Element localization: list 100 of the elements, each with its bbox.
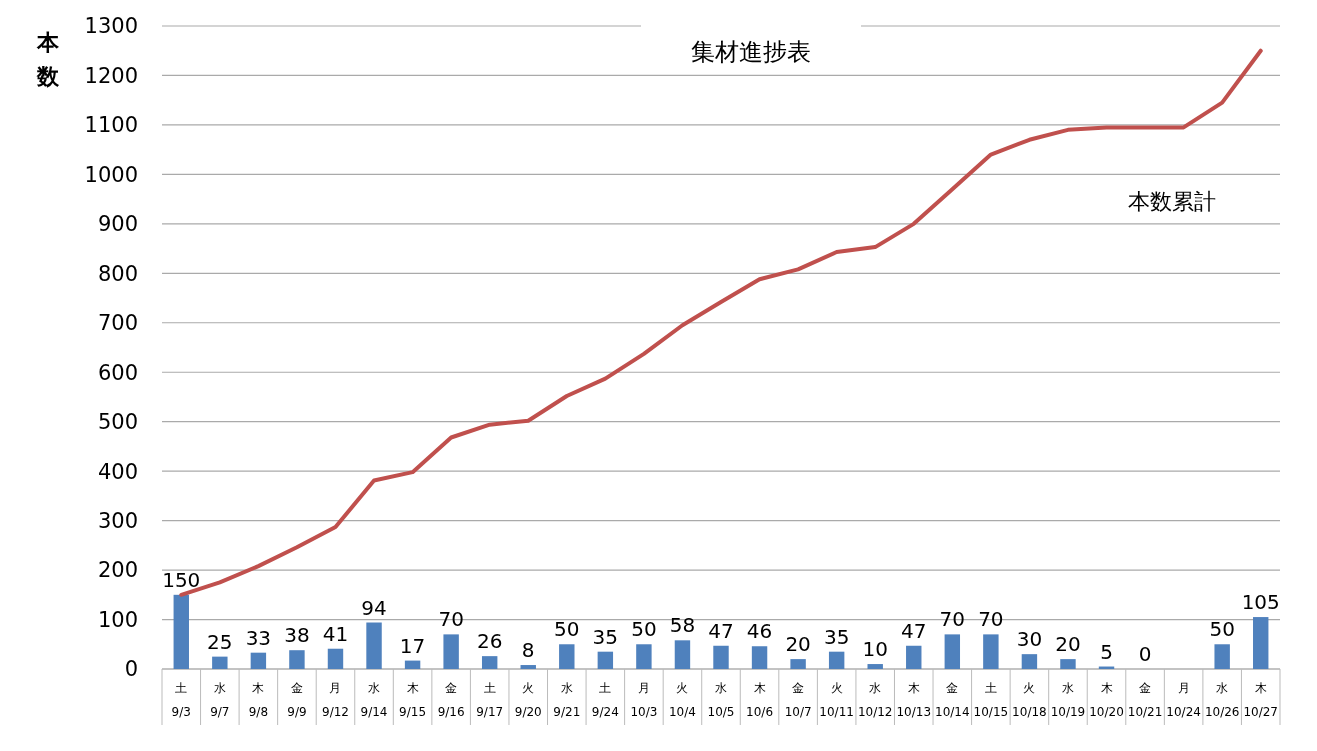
bar: [867, 664, 883, 669]
x-tick-label: 水 9/7: [210, 681, 230, 719]
data-label: 50: [554, 617, 580, 642]
bar: [289, 650, 305, 669]
x-tick-label: 水 10/19: [1050, 681, 1086, 719]
bar: [674, 640, 691, 669]
data-label: 41: [322, 621, 349, 646]
bar: [559, 644, 575, 669]
bar: [983, 634, 999, 669]
bar: [1214, 644, 1230, 669]
y-tick-label: 400: [97, 459, 138, 484]
x-tick-label: 火 10/18: [1012, 681, 1047, 719]
bar: [944, 634, 961, 669]
bar: [250, 652, 267, 669]
x-tick-label: 金 10/21: [1127, 681, 1163, 719]
y-tick-label: 500: [97, 410, 138, 435]
y-axis-title: 本数: [36, 30, 60, 89]
bar: [1021, 654, 1038, 669]
data-label: 70: [939, 607, 966, 632]
bar: [212, 656, 228, 669]
data-label: 46: [746, 619, 773, 644]
bar: [173, 594, 189, 669]
data-label: 26: [476, 629, 503, 654]
x-tick-label: 木 10/13: [896, 681, 932, 719]
data-label: 0: [1138, 642, 1152, 666]
bar: [751, 646, 768, 669]
x-tick-label: 水 9/21: [553, 681, 581, 719]
x-tick-label: 木 9/8: [248, 681, 269, 719]
bar: [636, 644, 652, 669]
x-tick-label: 金 10/7: [784, 681, 812, 719]
data-label: 70: [438, 607, 464, 632]
x-tick-label: 土 9/3: [171, 681, 191, 719]
data-label: 8: [521, 638, 535, 663]
y-tick-label: 900: [97, 212, 138, 237]
data-label: 38: [284, 623, 310, 648]
data-label: 35: [823, 624, 850, 649]
y-tick-label: 700: [97, 311, 138, 336]
x-tick-label: 水 10/5: [707, 681, 735, 719]
data-label: 20: [1055, 632, 1081, 657]
x-tick-label: 月 10/24: [1166, 681, 1201, 719]
bar: [906, 645, 922, 669]
data-label: 30: [1016, 627, 1043, 652]
x-tick-label: 火 10/11: [819, 681, 854, 719]
bar: [481, 656, 498, 669]
data-label: 94: [361, 595, 387, 620]
y-tick-label: 800: [97, 261, 138, 286]
bar: [713, 645, 729, 669]
data-label: 25: [207, 629, 233, 654]
x-tick-label: 水 10/26: [1204, 681, 1240, 719]
y-tick-label: 600: [97, 360, 138, 385]
bar: [366, 622, 382, 669]
x-tick-label: 火 9/20: [514, 681, 542, 719]
x-tick-label: 水 9/14: [360, 681, 388, 719]
x-tick-label: 土 10/15: [973, 681, 1009, 719]
x-tick-label: 水 10/12: [857, 681, 893, 719]
bar: [790, 659, 806, 669]
x-tick-label: 月 10/3: [630, 681, 658, 719]
y-tick-label: 300: [97, 508, 138, 533]
x-tick-label: 木 10/20: [1089, 681, 1124, 719]
bar: [1060, 659, 1076, 669]
data-label: 33: [245, 625, 272, 650]
data-label: 50: [631, 617, 657, 642]
data-label: 17: [399, 633, 426, 658]
bar: [1253, 617, 1269, 669]
data-label: 5: [1100, 639, 1113, 664]
bar: [443, 634, 459, 669]
text: 本数累計: [1128, 189, 1216, 215]
data-label: 150: [162, 567, 201, 592]
x-tick-label: 火 10/4: [668, 681, 696, 719]
y-tick-label: 0: [124, 657, 138, 682]
y-tick-label: 200: [97, 558, 138, 583]
y-tick-label: 1100: [84, 113, 138, 138]
bar: [404, 660, 421, 669]
data-label: 105: [1241, 590, 1280, 615]
y-tick-label: 1300: [84, 14, 138, 39]
bar: [327, 648, 344, 669]
data-label: 47: [708, 618, 734, 643]
y-tick-label: 1000: [84, 162, 138, 187]
x-tick-label: 金 9/9: [287, 681, 307, 719]
y-tick-label: 1200: [84, 63, 138, 88]
x-tick-label: 金 9/16: [437, 681, 465, 719]
x-tick-label: 木 10/27: [1243, 681, 1279, 719]
data-label: 10: [862, 637, 888, 662]
x-tick-label: 木 9/15: [399, 681, 427, 719]
bar: [828, 651, 845, 669]
data-label: 70: [978, 607, 1004, 632]
bar: [597, 651, 614, 669]
x-tick-label: 土 9/17: [476, 681, 504, 719]
data-label: 50: [1209, 617, 1235, 642]
data-label: 20: [785, 632, 811, 657]
x-tick-label: 土 9/24: [591, 681, 619, 719]
bar: [520, 665, 536, 669]
data-label: 35: [592, 624, 619, 649]
y-tick-label: 100: [97, 607, 138, 632]
x-tick-label: 木 10/6: [746, 681, 774, 719]
data-label: 47: [901, 618, 927, 643]
x-tick-label: 金 10/14: [935, 681, 970, 719]
x-tick-label: 月 9/12: [322, 681, 349, 719]
text: 集材進捗表: [691, 38, 811, 66]
data-label: 58: [669, 613, 696, 638]
